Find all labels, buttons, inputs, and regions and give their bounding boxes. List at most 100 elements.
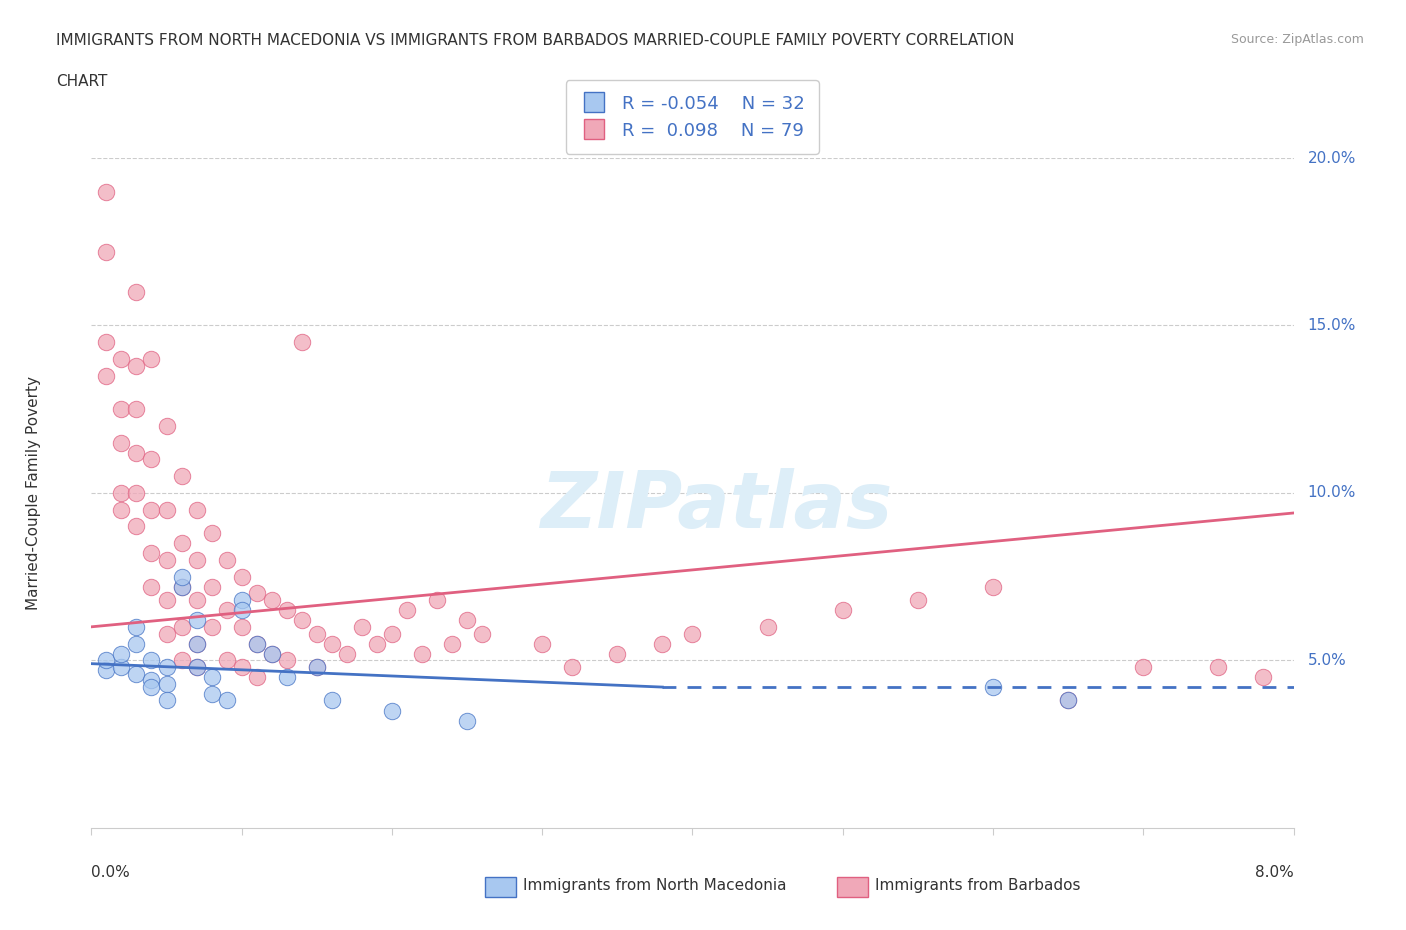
Point xyxy=(426,592,449,607)
Point xyxy=(381,703,404,718)
Point xyxy=(651,636,673,651)
Text: Immigrants from North Macedonia: Immigrants from North Macedonia xyxy=(523,878,786,893)
Point xyxy=(125,445,148,460)
Point xyxy=(170,579,193,594)
Point xyxy=(381,626,404,641)
Point xyxy=(276,603,298,618)
Point xyxy=(305,659,328,674)
Text: 20.0%: 20.0% xyxy=(1308,151,1355,166)
Point xyxy=(96,335,118,350)
Point xyxy=(305,626,328,641)
Point xyxy=(125,519,148,534)
Point xyxy=(321,636,343,651)
Point xyxy=(471,626,494,641)
Point xyxy=(110,402,132,417)
Text: 0.0%: 0.0% xyxy=(91,865,131,880)
Point xyxy=(170,619,193,634)
Point xyxy=(411,646,433,661)
Point xyxy=(186,592,208,607)
Text: 5.0%: 5.0% xyxy=(1308,653,1346,668)
Point xyxy=(1253,670,1275,684)
Point xyxy=(110,485,132,500)
Point xyxy=(155,626,177,641)
Point xyxy=(155,418,177,433)
Point xyxy=(96,184,118,199)
Text: IMMIGRANTS FROM NORTH MACEDONIA VS IMMIGRANTS FROM BARBADOS MARRIED-COUPLE FAMIL: IMMIGRANTS FROM NORTH MACEDONIA VS IMMIG… xyxy=(56,33,1015,47)
Point xyxy=(215,603,238,618)
Point xyxy=(201,670,224,684)
Point xyxy=(201,619,224,634)
Point xyxy=(606,646,628,661)
Point xyxy=(170,579,193,594)
Point xyxy=(110,502,132,517)
Point xyxy=(110,435,132,450)
Point xyxy=(907,592,929,607)
Point xyxy=(186,636,208,651)
Point xyxy=(350,619,373,634)
Point xyxy=(96,663,118,678)
Text: CHART: CHART xyxy=(56,74,108,89)
Point xyxy=(276,653,298,668)
Point xyxy=(186,552,208,567)
Point xyxy=(110,646,132,661)
Point xyxy=(981,680,1004,695)
Point xyxy=(186,659,208,674)
Point xyxy=(186,613,208,628)
Point xyxy=(531,636,554,651)
Point xyxy=(96,653,118,668)
Point xyxy=(246,586,269,601)
Point xyxy=(456,613,478,628)
Point xyxy=(681,626,703,641)
Point xyxy=(170,469,193,484)
Point xyxy=(170,653,193,668)
Point xyxy=(201,686,224,701)
Point xyxy=(321,693,343,708)
Point xyxy=(125,485,148,500)
Point xyxy=(246,636,269,651)
Point xyxy=(141,452,163,467)
Point xyxy=(155,693,177,708)
Text: 15.0%: 15.0% xyxy=(1308,318,1355,333)
Text: Immigrants from Barbados: Immigrants from Barbados xyxy=(875,878,1080,893)
Text: Married-Couple Family Poverty: Married-Couple Family Poverty xyxy=(27,376,41,610)
Point xyxy=(1057,693,1080,708)
Point xyxy=(831,603,853,618)
Point xyxy=(186,636,208,651)
Point xyxy=(125,358,148,373)
Point xyxy=(215,552,238,567)
Point xyxy=(125,285,148,299)
Text: 10.0%: 10.0% xyxy=(1308,485,1355,500)
Point xyxy=(141,546,163,561)
Point xyxy=(141,673,163,688)
Point xyxy=(141,579,163,594)
Point xyxy=(456,713,478,728)
Point xyxy=(291,613,314,628)
Point xyxy=(246,670,269,684)
Point xyxy=(141,352,163,366)
Point xyxy=(155,592,177,607)
Point xyxy=(110,659,132,674)
Point xyxy=(756,619,779,634)
Point xyxy=(96,368,118,383)
Point xyxy=(395,603,418,618)
Point xyxy=(170,536,193,551)
Point xyxy=(561,659,583,674)
Point xyxy=(246,636,269,651)
Point xyxy=(260,592,283,607)
Point xyxy=(201,579,224,594)
Point xyxy=(231,592,253,607)
Point xyxy=(155,659,177,674)
Point xyxy=(231,659,253,674)
Point xyxy=(276,670,298,684)
Point xyxy=(336,646,359,661)
Point xyxy=(260,646,283,661)
Point xyxy=(96,245,118,259)
Point xyxy=(125,402,148,417)
Point xyxy=(305,659,328,674)
Point xyxy=(125,619,148,634)
Point xyxy=(215,693,238,708)
Point xyxy=(141,653,163,668)
Point xyxy=(110,352,132,366)
Point xyxy=(231,619,253,634)
Point xyxy=(231,603,253,618)
